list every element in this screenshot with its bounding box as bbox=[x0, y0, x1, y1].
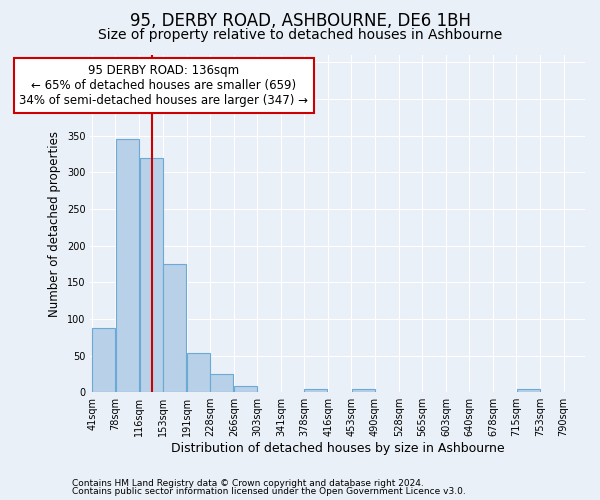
Bar bbox=[116, 140, 139, 392]
Y-axis label: Number of detached properties: Number of detached properties bbox=[48, 130, 61, 316]
Bar bbox=[140, 158, 163, 392]
Bar bbox=[304, 390, 328, 392]
Bar bbox=[163, 264, 186, 392]
Bar bbox=[517, 390, 539, 392]
Text: 95, DERBY ROAD, ASHBOURNE, DE6 1BH: 95, DERBY ROAD, ASHBOURNE, DE6 1BH bbox=[130, 12, 470, 30]
Text: Contains public sector information licensed under the Open Government Licence v3: Contains public sector information licen… bbox=[72, 487, 466, 496]
Text: Size of property relative to detached houses in Ashbourne: Size of property relative to detached ho… bbox=[98, 28, 502, 42]
Text: Contains HM Land Registry data © Crown copyright and database right 2024.: Contains HM Land Registry data © Crown c… bbox=[72, 478, 424, 488]
Bar bbox=[234, 386, 257, 392]
Bar bbox=[92, 328, 115, 392]
Bar bbox=[187, 354, 210, 392]
Bar bbox=[352, 388, 374, 392]
Bar bbox=[210, 374, 233, 392]
X-axis label: Distribution of detached houses by size in Ashbourne: Distribution of detached houses by size … bbox=[171, 442, 505, 455]
Text: 95 DERBY ROAD: 136sqm
← 65% of detached houses are smaller (659)
34% of semi-det: 95 DERBY ROAD: 136sqm ← 65% of detached … bbox=[19, 64, 308, 107]
